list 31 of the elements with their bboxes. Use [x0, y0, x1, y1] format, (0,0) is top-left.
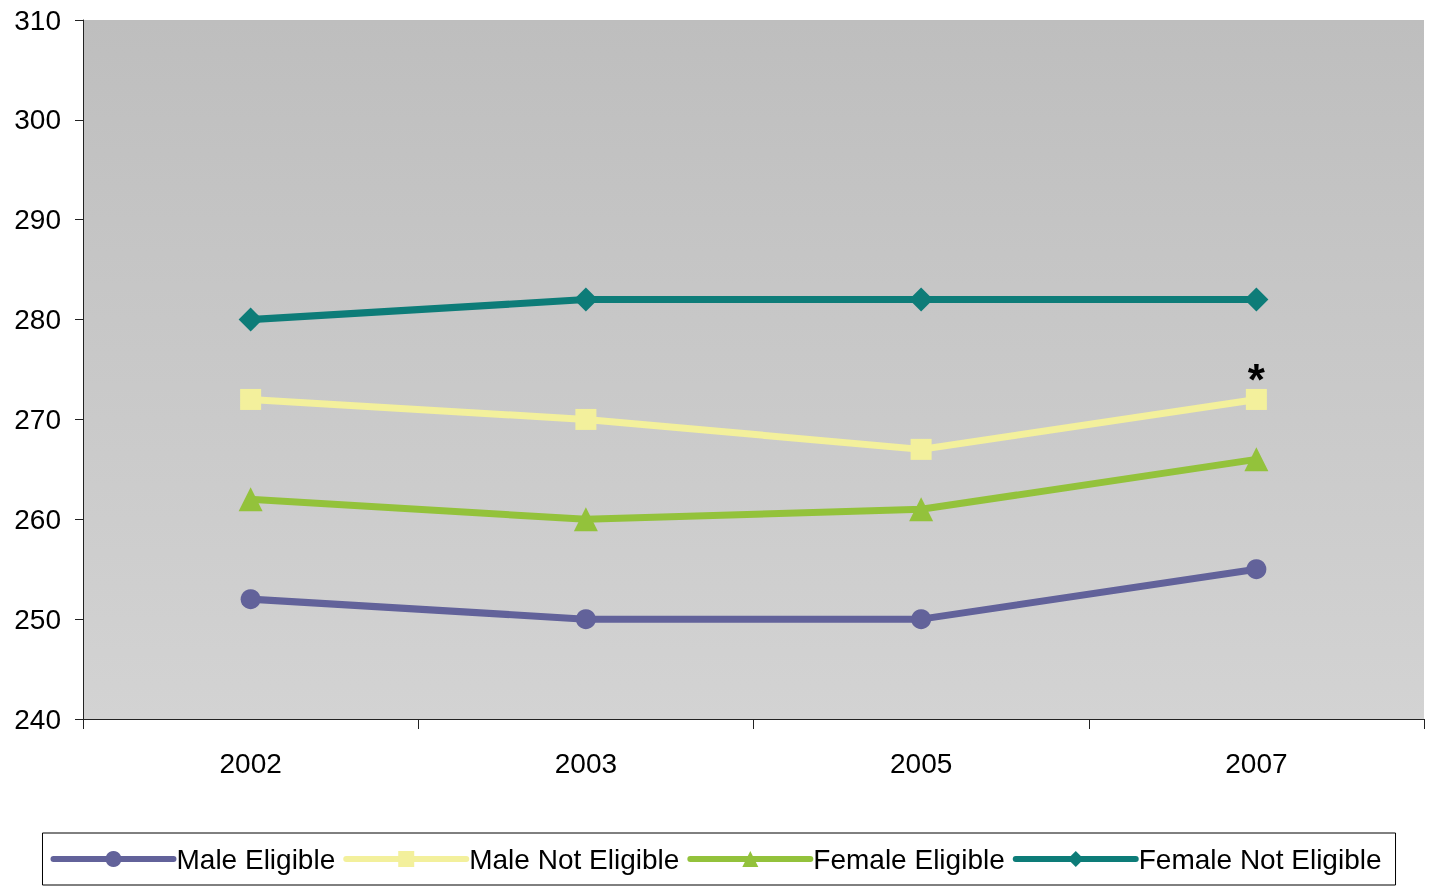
y-tick-label: 260 [14, 503, 61, 535]
point [1244, 447, 1269, 472]
point [910, 438, 932, 460]
y-tick-label: 280 [14, 304, 61, 336]
annotation: * [1247, 354, 1266, 404]
y-tick-label: 300 [14, 104, 61, 136]
y-tick-label: 250 [14, 603, 61, 635]
point [238, 307, 263, 332]
y-tick-label: 290 [14, 204, 61, 236]
point [1245, 388, 1267, 410]
point [238, 487, 263, 512]
y-tick-label: 240 [14, 703, 61, 735]
point [240, 589, 261, 610]
point [573, 287, 598, 312]
x-tick-label: 2003 [554, 747, 618, 779]
legend-label: Female Not Eligible [1138, 843, 1382, 875]
x-tick-label: 2007 [1225, 747, 1288, 779]
x-tick-label: 2005 [889, 747, 953, 779]
legend-label: Male Eligible [176, 843, 336, 875]
y-tick-label: 310 [14, 4, 61, 36]
point [573, 507, 598, 532]
point [1246, 559, 1267, 580]
point [240, 388, 262, 410]
legend-label: Male Not Eligible [469, 843, 680, 875]
x-tick-label: 2002 [219, 747, 282, 779]
point [911, 609, 932, 630]
point [575, 609, 596, 630]
point [575, 408, 597, 430]
point [909, 497, 934, 522]
y-tick-label: 270 [14, 403, 61, 435]
legend-label: Female Eligible [813, 843, 1005, 875]
